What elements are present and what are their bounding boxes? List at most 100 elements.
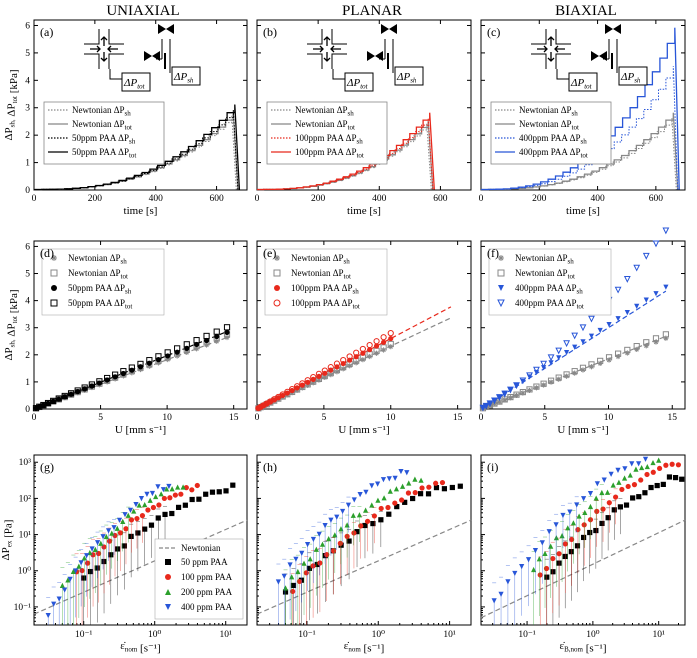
marker-h bbox=[290, 588, 296, 595]
marker-g bbox=[121, 543, 127, 549]
marker-g bbox=[194, 482, 200, 489]
x-tick-label: 600 bbox=[649, 194, 664, 204]
marker-h bbox=[299, 550, 305, 556]
marker-f bbox=[605, 354, 613, 361]
marker-g bbox=[98, 540, 104, 546]
marker-f bbox=[502, 397, 508, 403]
legend-label: Newtonian ΔPtot bbox=[519, 119, 579, 132]
x-tick-label: 0 bbox=[32, 194, 37, 204]
panel-h: 10⁻¹ 10⁰ 10¹ (h) ε̇nom [s⁻¹] bbox=[256, 454, 472, 655]
marker-e bbox=[279, 391, 286, 398]
marker-f bbox=[526, 372, 533, 380]
marker-i bbox=[576, 513, 582, 519]
y-tick-label: 3 bbox=[25, 324, 30, 334]
marker-d bbox=[164, 349, 171, 356]
marker-i bbox=[553, 522, 559, 528]
marker-f bbox=[519, 388, 526, 396]
marker-g bbox=[169, 510, 175, 517]
x-axis-label: time [s] bbox=[124, 205, 158, 217]
marker-h bbox=[378, 517, 384, 523]
x-tick-label: 10¹ bbox=[443, 630, 456, 640]
x-tick-label: 400 bbox=[372, 194, 387, 204]
marker-i bbox=[594, 508, 600, 514]
marker-i bbox=[625, 483, 631, 490]
marker-e bbox=[294, 383, 301, 390]
marker-i bbox=[605, 515, 611, 521]
marker-h bbox=[275, 579, 281, 585]
marker-e bbox=[284, 388, 291, 395]
legend-label: 100ppm PAA ΔPsh bbox=[295, 133, 363, 146]
marker-g bbox=[59, 582, 65, 588]
marker-h bbox=[399, 483, 406, 489]
marker-i bbox=[587, 503, 594, 510]
legend-label: Newtonian ΔPtot bbox=[72, 119, 132, 132]
marker-h bbox=[306, 565, 312, 571]
marker-g bbox=[81, 555, 87, 561]
marker-d bbox=[203, 337, 210, 344]
marker-f bbox=[634, 303, 640, 310]
marker-h bbox=[345, 502, 352, 508]
schematic-a: ΔPtot ΔPsh bbox=[84, 24, 201, 92]
marker-f bbox=[513, 392, 520, 399]
marker-g bbox=[161, 495, 167, 502]
marker-g bbox=[142, 501, 148, 508]
legend-marker bbox=[498, 255, 504, 261]
marker-i bbox=[616, 479, 622, 485]
box-tot bbox=[121, 72, 151, 92]
x-tick-label: 5 bbox=[542, 413, 547, 423]
panel-label: (b) bbox=[263, 25, 277, 39]
marker-f bbox=[614, 350, 622, 357]
marker-f bbox=[653, 339, 659, 345]
legend-label: Newtonian ΔPtot bbox=[68, 268, 128, 281]
marker-i bbox=[638, 477, 644, 483]
marker-i bbox=[575, 526, 581, 533]
marker-h bbox=[314, 561, 320, 568]
panel-label: (h) bbox=[263, 460, 277, 474]
marker-h bbox=[350, 512, 356, 518]
marker-g bbox=[84, 560, 91, 566]
label-dp-tot: ΔPtot bbox=[570, 77, 593, 91]
marker-i bbox=[663, 462, 669, 468]
marker-h bbox=[317, 560, 323, 566]
box-tot bbox=[344, 72, 374, 92]
marker-d bbox=[155, 353, 162, 360]
marker-i bbox=[580, 496, 587, 502]
marker-h bbox=[351, 530, 357, 536]
legend-f: Newtonian ΔPsh Newtonian ΔPtot 400ppm PAA … bbox=[488, 248, 612, 316]
panel-label: (e) bbox=[263, 246, 276, 260]
marker-h bbox=[326, 536, 332, 542]
marker-g bbox=[109, 530, 115, 536]
x-tick-label: 5 bbox=[98, 413, 103, 423]
valve-top bbox=[381, 24, 397, 34]
marker-g bbox=[216, 489, 222, 495]
x-tick-label: 0 bbox=[479, 413, 484, 423]
x-axis-label: time [s] bbox=[566, 205, 600, 217]
marker-g bbox=[123, 526, 129, 532]
marker-g bbox=[196, 496, 202, 502]
marker-i bbox=[615, 467, 621, 473]
marker-f bbox=[633, 343, 640, 350]
legend-label: Newtonian ΔPsh bbox=[291, 253, 350, 266]
legend-d: Newtonian ΔPsh Newtonian ΔPtot 50ppm PAA Δ… bbox=[41, 248, 165, 316]
panel-label: (g) bbox=[40, 460, 54, 474]
y-axis-label: ΔPex [Pa] bbox=[0, 520, 15, 561]
x-tick-label: 10¹ bbox=[652, 630, 665, 640]
marker-h bbox=[301, 560, 307, 566]
marker-h bbox=[433, 480, 439, 486]
marker-f bbox=[501, 390, 509, 398]
marker-g bbox=[172, 492, 178, 498]
valve-top bbox=[158, 24, 174, 34]
marker-g bbox=[182, 502, 188, 508]
x-tick-label: 15 bbox=[668, 413, 678, 423]
marker-i bbox=[580, 534, 587, 541]
marker-h bbox=[316, 531, 322, 538]
box-sh bbox=[171, 66, 201, 86]
cross-channel bbox=[84, 29, 124, 69]
marker-g bbox=[51, 601, 57, 607]
marker-h bbox=[398, 468, 404, 475]
legend-marker bbox=[498, 285, 504, 291]
marker-g bbox=[62, 587, 68, 593]
marker-f bbox=[496, 394, 502, 400]
legend-label: 400 ppm PAA bbox=[181, 602, 233, 612]
marker-i bbox=[639, 464, 645, 471]
